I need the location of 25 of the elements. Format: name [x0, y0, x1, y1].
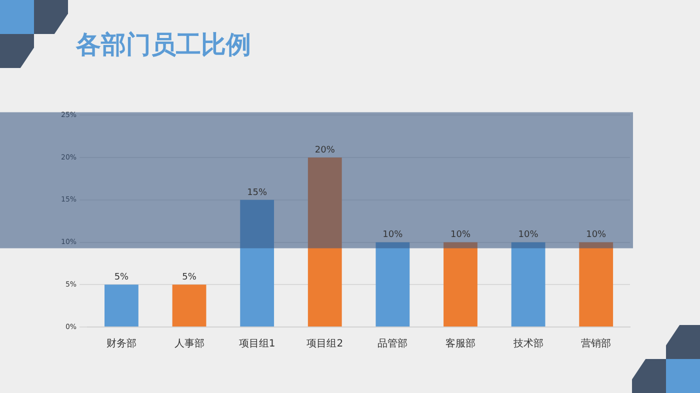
bar: [376, 242, 410, 326]
x-tick-label: 客服部: [445, 338, 476, 350]
bar: [511, 242, 546, 326]
x-tick-label: 人事部: [174, 338, 204, 350]
chart-title: 各部门员工比例: [76, 29, 251, 61]
x-tick-label: 项目组2: [306, 338, 344, 350]
x-tick-label: 财务部: [106, 338, 136, 350]
bar: [579, 242, 614, 326]
bar: [308, 158, 342, 326]
x-tick-label: 营销部: [581, 338, 612, 350]
data-label: 10%: [382, 230, 404, 240]
bar: [240, 200, 274, 326]
data-label: 5%: [114, 272, 130, 282]
data-label: 10%: [586, 230, 607, 240]
bar: [172, 284, 206, 326]
data-label: 5%: [182, 272, 197, 282]
x-tick-label: 品管部: [378, 338, 408, 350]
data-label: 10%: [518, 230, 539, 240]
data-label: 15%: [247, 188, 268, 198]
bar: [104, 284, 138, 326]
data-label: 10%: [450, 230, 471, 240]
data-label: 20%: [314, 145, 336, 156]
x-tick-label: 项目组1: [238, 338, 276, 350]
bar: [444, 242, 478, 326]
x-tick-label: 技术部: [512, 338, 544, 350]
